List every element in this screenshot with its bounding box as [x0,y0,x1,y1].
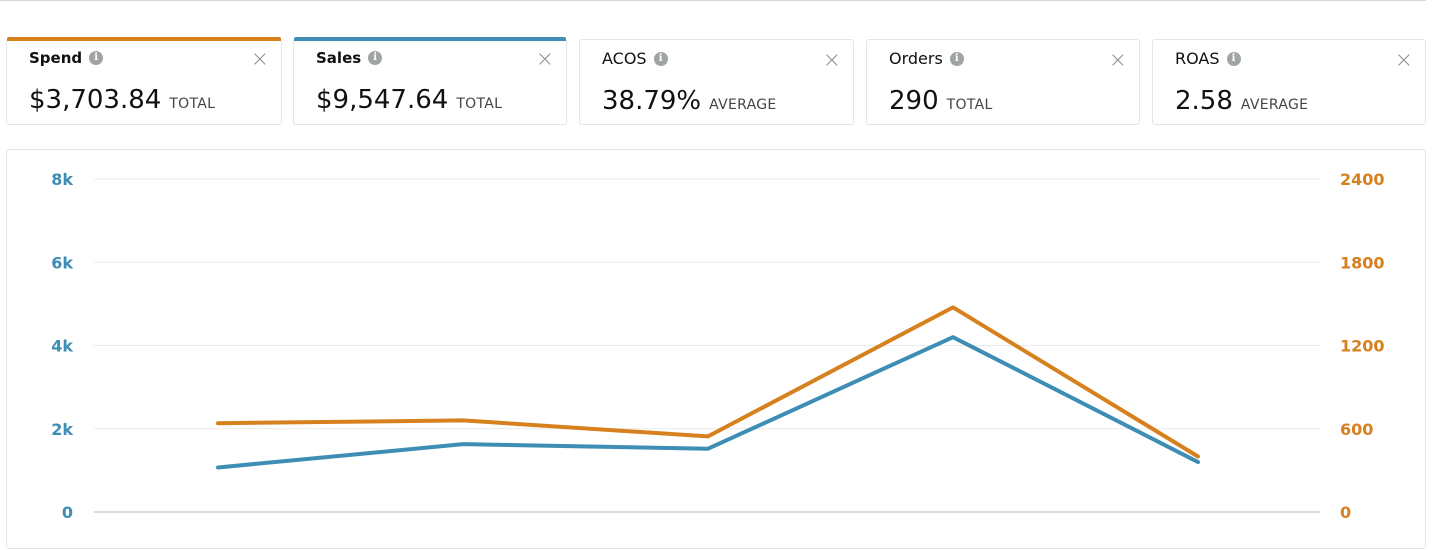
top-divider [0,0,1426,1]
info-icon[interactable]: i [949,52,964,66]
metric-card-spend[interactable]: Spend i × $3,703.84 TOTAL [6,37,282,125]
right-axis-tick-label: 0 [1340,503,1351,522]
metric-card-roas[interactable]: ROAS i × 2.58 AVERAGE [1152,39,1426,125]
right-axis-tick-label: 1800 [1340,253,1385,272]
left-axis-tick-label: 8k [51,170,73,189]
close-icon[interactable]: × [1108,48,1127,73]
info-icon[interactable]: i [1226,52,1241,66]
metric-name: Spend [29,49,83,67]
metric-accent-bar [294,37,566,41]
left-axis-tick-label: 2k [51,420,73,439]
close-icon[interactable]: × [250,47,269,72]
metric-card-sales[interactable]: Sales i × $9,547.64 TOTAL [293,37,567,125]
chart-panel: 0 0 2k 600 4k 1200 6k 1800 8k 2400 [6,149,1426,549]
line-chart: 0 0 2k 600 4k 1200 6k 1800 8k 2400 [51,170,1385,522]
close-icon[interactable]: × [535,47,554,72]
info-icon[interactable]: i [89,51,104,65]
metric-value: 2.58 [1175,86,1233,116]
metric-unit: AVERAGE [709,97,777,113]
info-icon[interactable]: i [653,52,668,66]
metric-unit: TOTAL [456,96,503,112]
metric-value: $3,703.84 [29,85,162,115]
right-axis-tick-label: 600 [1340,420,1373,439]
metric-name: Sales [316,49,362,67]
close-icon[interactable]: × [822,48,841,73]
close-icon[interactable]: × [1394,48,1413,73]
metric-unit: AVERAGE [1240,97,1309,113]
metric-card-orders[interactable]: Orders i × 290 TOTAL [866,39,1140,125]
metric-value: $9,547.64 [316,85,449,115]
metric-unit: TOTAL [169,96,216,112]
right-axis-tick-label: 1200 [1340,337,1385,356]
left-axis-tick-label: 4k [51,337,73,356]
series-line-spend [216,305,1200,459]
metric-card-acos[interactable]: ACOS i × 38.79% AVERAGE [579,39,854,125]
right-axis-tick-label: 2400 [1340,170,1385,189]
metric-unit: TOTAL [946,97,993,113]
left-axis-tick-label: 0 [62,503,73,522]
metric-name: Orders [889,49,943,68]
info-icon[interactable]: i [368,51,383,65]
series-line-sales [216,335,1200,470]
metric-name: ROAS [1175,49,1220,68]
metric-accent-bar [7,37,281,41]
metric-name: ACOS [602,49,647,68]
left-axis-tick-label: 6k [51,253,73,272]
metric-value: 38.79% [602,86,702,116]
metric-value: 290 [889,86,939,116]
